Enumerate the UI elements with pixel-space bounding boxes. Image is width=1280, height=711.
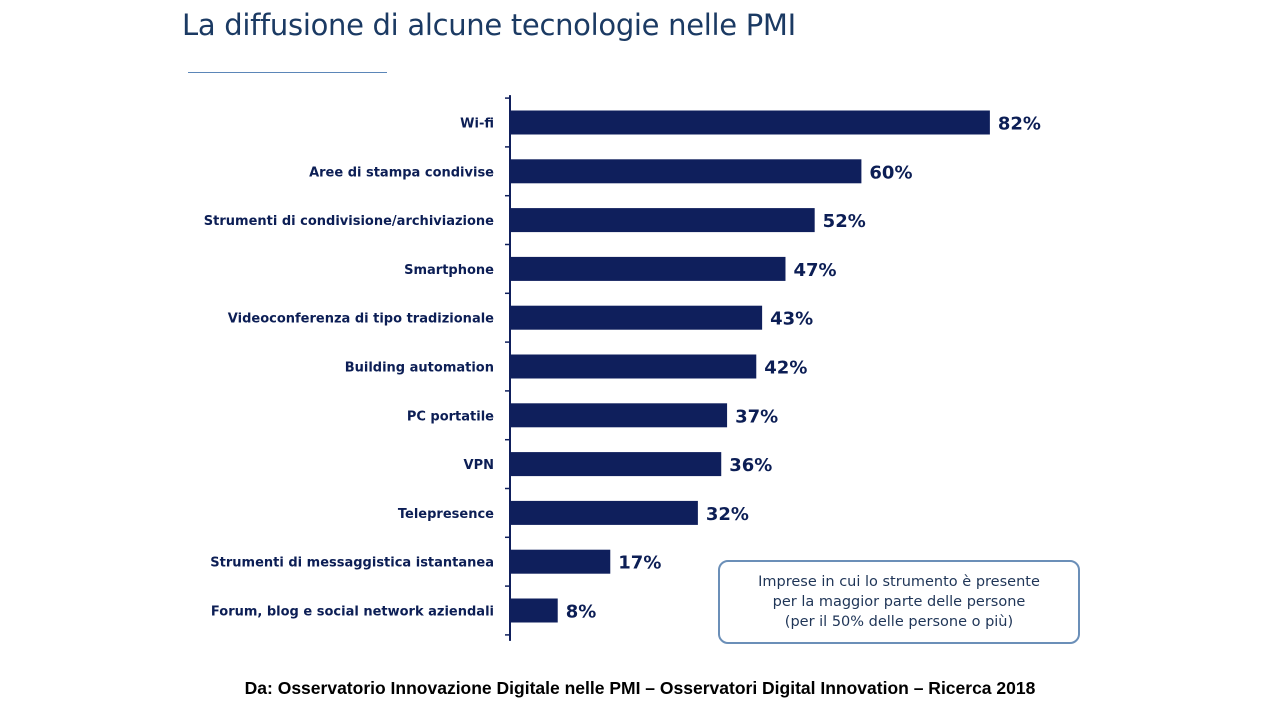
category-label: Aree di stampa condivise <box>309 165 494 180</box>
value-label: 42% <box>764 358 807 379</box>
value-label: 82% <box>998 114 1041 135</box>
category-label: Wi-fi <box>460 117 494 132</box>
bar <box>511 598 558 623</box>
bar <box>511 305 763 330</box>
bar <box>511 354 757 379</box>
category-label: Forum, blog e social network aziendali <box>211 605 494 620</box>
bar <box>511 159 862 184</box>
value-label: 32% <box>706 504 749 525</box>
category-label: Smartphone <box>404 263 494 278</box>
bar <box>511 452 722 477</box>
value-label: 8% <box>566 602 597 623</box>
bar <box>511 110 990 135</box>
bar <box>511 549 611 574</box>
chart-title: La diffusione di alcune tecnologie nelle… <box>182 8 796 42</box>
value-label: 60% <box>869 162 912 183</box>
category-label: PC portatile <box>407 409 494 424</box>
category-label: Strumenti di condivisione/archiviazione <box>204 214 494 229</box>
note-text: Imprese in cui lo strumento è presente p… <box>758 574 1040 630</box>
value-label: 43% <box>770 309 813 330</box>
value-label: 52% <box>823 211 866 232</box>
value-label: 36% <box>729 455 772 476</box>
category-label: Videoconferenza di tipo tradizionale <box>228 312 494 327</box>
category-label: VPN <box>464 458 494 473</box>
category-label: Building automation <box>345 361 494 376</box>
bar <box>511 403 728 428</box>
title-underline <box>188 72 387 73</box>
category-label: Strumenti di messaggistica istantanea <box>210 556 494 571</box>
bar <box>511 208 815 233</box>
value-label: 37% <box>735 406 778 427</box>
category-label: Telepresence <box>398 507 494 522</box>
note-box: Imprese in cui lo strumento è presente p… <box>718 560 1080 644</box>
value-label: 17% <box>618 553 661 574</box>
bar <box>511 500 698 525</box>
value-label: 47% <box>793 260 836 281</box>
bar <box>511 256 786 281</box>
source-caption: Da: Osservatorio Innovazione Digitale ne… <box>244 678 1036 698</box>
